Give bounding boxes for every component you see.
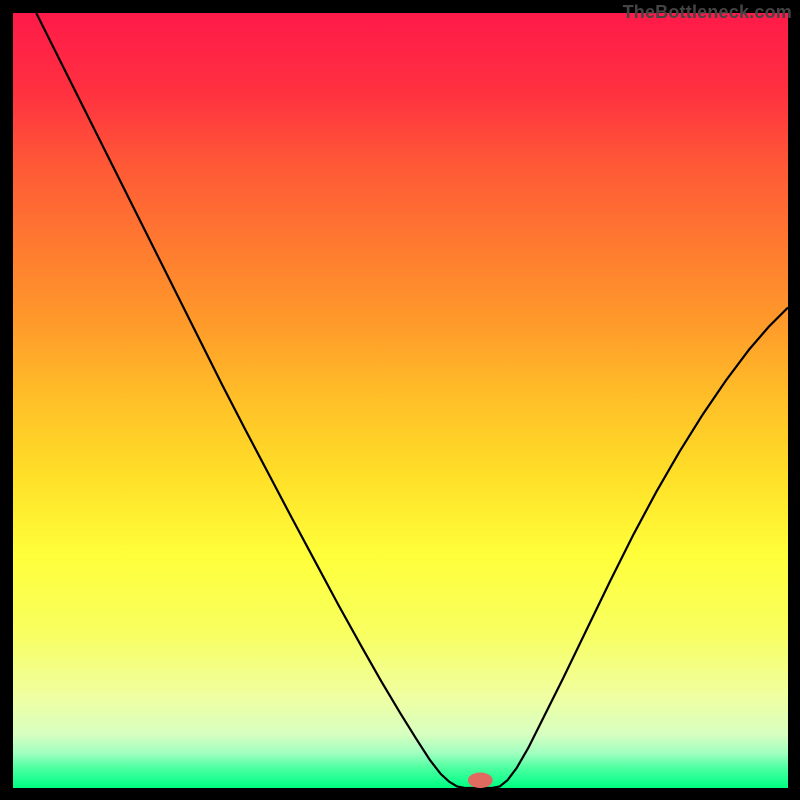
minimum-marker xyxy=(468,773,493,789)
watermark-text: TheBottleneck.com xyxy=(623,2,792,23)
gradient-background xyxy=(13,13,788,788)
chart-svg xyxy=(13,13,788,788)
chart-container: TheBottleneck.com xyxy=(0,0,800,800)
plot-area xyxy=(13,13,788,788)
